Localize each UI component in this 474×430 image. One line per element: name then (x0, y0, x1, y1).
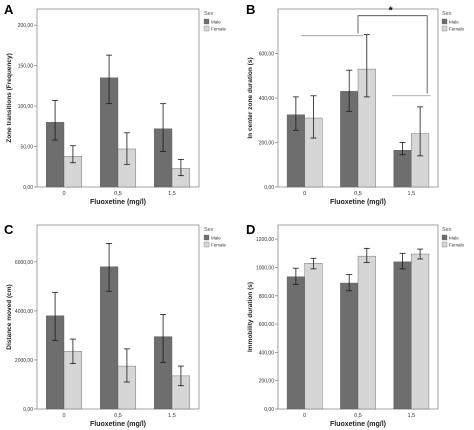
bracket-line (357, 15, 428, 94)
x-tick-label: 1,5 (408, 191, 416, 197)
legend: Sex Male Female (441, 11, 465, 32)
panel-label: B (246, 2, 255, 17)
bar-male (340, 282, 359, 410)
y-tick-label: 400,00 (259, 350, 275, 356)
panel-label: C (4, 222, 14, 237)
y-tick-label: 1200,00 (256, 237, 274, 243)
y-tick-label: 150,00 (18, 64, 34, 70)
y-tick-label: 800,00 (259, 294, 275, 300)
legend-title: Sex (204, 11, 214, 17)
y-axis-label: In center zone duration (s) (247, 57, 254, 138)
legend-swatch-female (441, 241, 448, 248)
legend-label-male: Male (211, 236, 221, 241)
legend-label-male: Male (449, 20, 459, 25)
y-tick-label: 0,00 (23, 185, 33, 191)
y-tick-label: 50,00 (20, 145, 33, 151)
y-axis-label: Zone transitions (Frequency) (6, 53, 13, 143)
legend-label-female: Female (449, 27, 465, 32)
legend-label-female: Female (449, 243, 465, 248)
panel-label: D (246, 222, 255, 237)
legend-swatch-female (203, 241, 210, 248)
legend-swatch-male (441, 18, 448, 25)
y-tick-label: 2000,00 (15, 358, 33, 364)
bar-male (393, 150, 412, 188)
legend-label-female: Female (211, 27, 227, 32)
x-axis-label: Fluoxetine (mg/l) (330, 421, 386, 428)
significance-bracket: * (301, 6, 431, 97)
legend-label-male: Male (211, 20, 221, 25)
y-tick-label: 200,00 (259, 141, 275, 147)
x-tick-label: 1,5 (408, 413, 416, 419)
legend: Sex Male Female (441, 227, 465, 248)
panel-c: C 0,00 2000,00 4000,00 6000,00 Distance moved… (4, 222, 227, 428)
y-tick-label: 0,00 (264, 407, 274, 413)
legend-title: Sex (442, 227, 452, 233)
x-tick-label: 0,5 (354, 191, 362, 197)
bar-male (393, 261, 412, 410)
x-tick-label: 0,5 (114, 191, 122, 197)
y-tick-label: 6000,00 (15, 260, 33, 266)
legend: Sex Male Female (203, 11, 227, 32)
bar-female (411, 253, 430, 410)
x-tick-label: 0 (62, 413, 65, 419)
legend-title: Sex (204, 227, 214, 233)
legend-swatch-male (203, 18, 210, 25)
legend-label-male: Male (449, 236, 459, 241)
x-axis-label: Fluoxetine (mg/l) (330, 199, 386, 206)
y-tick-label: 4000,00 (15, 309, 33, 315)
significance-star: * (389, 6, 393, 17)
x-tick-label: 0 (62, 191, 65, 197)
legend-swatch-male (441, 234, 448, 241)
x-axis-label: Fluoxetine (mg/l) (90, 199, 146, 206)
y-tick-label: 100,00 (18, 104, 34, 110)
panel-a: A 0,00 50,00 100,00 150,00 200,00 Zone transit… (4, 2, 227, 206)
legend-swatch-male (203, 234, 210, 241)
x-tick-label: 1,5 (168, 191, 176, 197)
legend-title: Sex (442, 11, 452, 17)
x-tick-label: 0,5 (354, 413, 362, 419)
panel-b: B 0,00 200,00 400,00 600,00 In center zone du… (246, 2, 465, 206)
x-tick-label: 0,5 (114, 413, 122, 419)
y-tick-label: 1000,00 (256, 265, 274, 271)
y-tick-label: 0,00 (23, 407, 33, 413)
bar-female (304, 263, 323, 410)
legend-label-female: Female (211, 243, 227, 248)
legend: Sex Male Female (203, 227, 227, 248)
panel-label: A (4, 2, 14, 17)
x-tick-label: 0 (303, 191, 306, 197)
x-tick-label: 0 (303, 413, 306, 419)
panel-d: D 0,00 200,00 400,00 600,00 800,00 1000,00 1200… (246, 222, 465, 428)
y-tick-label: 0,00 (264, 185, 274, 191)
y-axis-label: Distance moved (cm) (6, 284, 13, 349)
x-tick-label: 1,5 (168, 413, 176, 419)
y-axis-label: Immobility duration (s) (247, 282, 254, 352)
legend-swatch-female (203, 25, 210, 32)
bar-male (286, 276, 305, 410)
y-tick-label: 200,00 (259, 379, 275, 385)
legend-swatch-female (441, 25, 448, 32)
y-tick-label: 400,00 (259, 96, 275, 102)
x-axis-label: Fluoxetine (mg/l) (90, 421, 146, 428)
y-tick-label: 600,00 (259, 322, 275, 328)
y-tick-label: 600,00 (259, 52, 275, 58)
y-tick-label: 200,00 (18, 23, 34, 29)
bar-female (357, 255, 376, 410)
